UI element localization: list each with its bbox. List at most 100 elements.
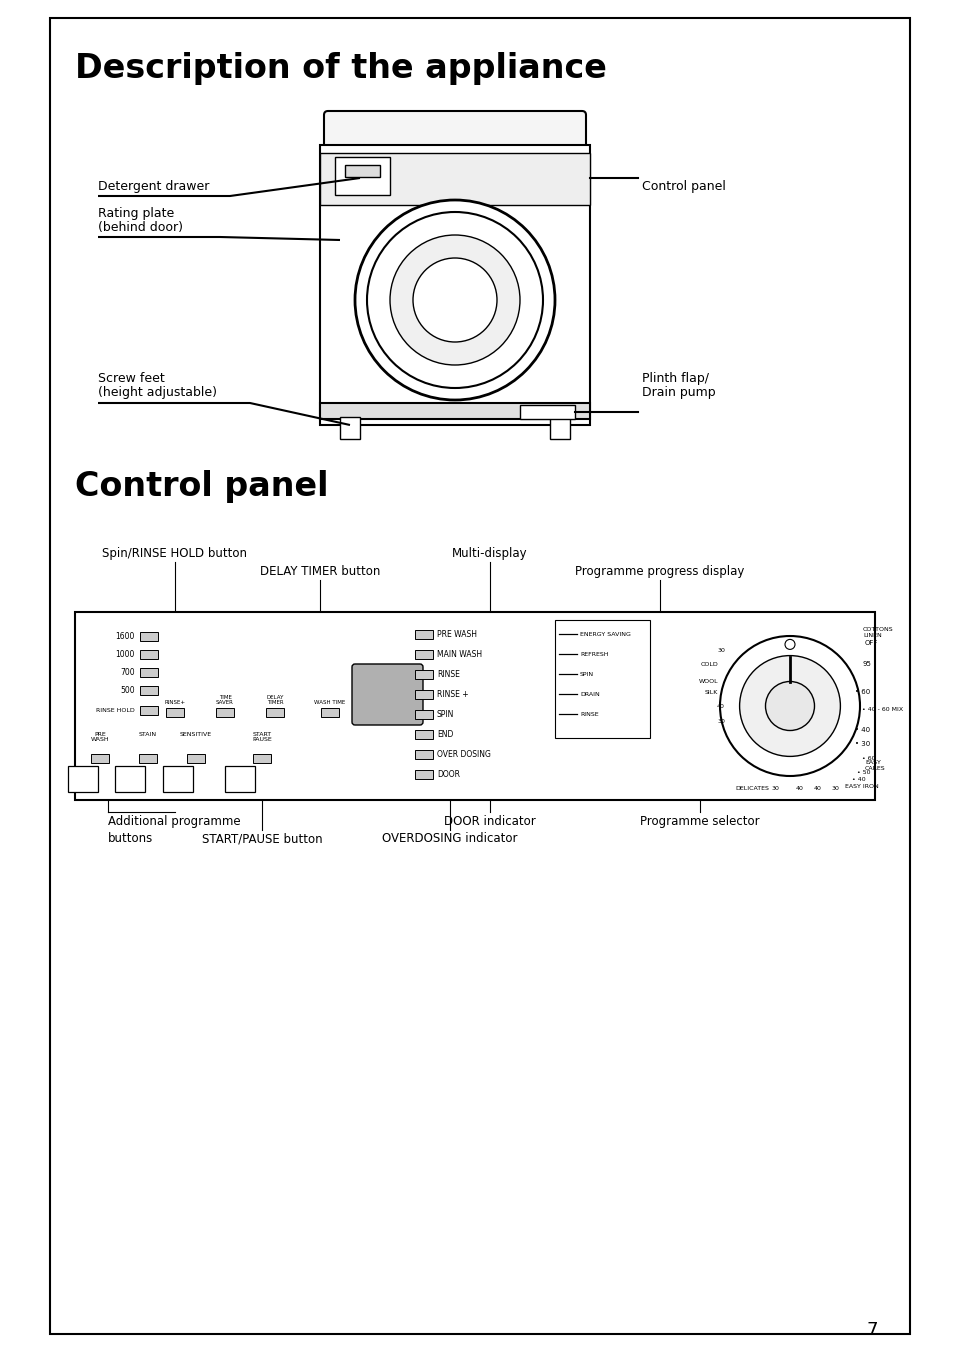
Circle shape	[764, 681, 814, 730]
Bar	[215, 708, 233, 717]
Bar	[335, 157, 390, 195]
Bar	[187, 754, 205, 763]
Bar	[415, 671, 433, 679]
Text: Multi-display: Multi-display	[452, 548, 527, 560]
Bar	[140, 668, 158, 677]
Text: SPIN: SPIN	[436, 710, 454, 719]
Bar	[140, 685, 158, 695]
Bar	[415, 650, 433, 658]
Text: buttons: buttons	[108, 831, 153, 845]
Text: START/PAUSE button: START/PAUSE button	[201, 831, 322, 845]
Text: SPIN: SPIN	[579, 672, 594, 676]
Text: END: END	[436, 730, 453, 740]
Text: Plinth flap/: Plinth flap/	[641, 372, 708, 385]
Text: 40: 40	[813, 786, 821, 791]
Text: • 30: • 30	[854, 741, 869, 748]
Text: COTTONS
LINEN: COTTONS LINEN	[862, 627, 893, 638]
Text: Additional programme: Additional programme	[108, 815, 240, 827]
Text: PRE
WASH: PRE WASH	[91, 731, 110, 742]
Text: START
PAUSE: START PAUSE	[252, 731, 272, 742]
Text: OVERDOSING indicator: OVERDOSING indicator	[382, 831, 517, 845]
Bar	[91, 754, 109, 763]
Text: RINSE +: RINSE +	[436, 690, 468, 699]
Text: SENSITIVE: SENSITIVE	[180, 731, 212, 737]
Text: DRAIN: DRAIN	[579, 691, 599, 696]
Text: OVER DOSING: OVER DOSING	[436, 750, 491, 758]
Bar	[415, 730, 433, 740]
Bar	[415, 710, 433, 719]
Bar	[320, 708, 338, 717]
Text: DELAY
TIMER: DELAY TIMER	[266, 695, 283, 704]
Circle shape	[390, 235, 519, 365]
Text: Programme selector: Programme selector	[639, 815, 759, 827]
Text: STAIN: STAIN	[139, 731, 157, 737]
Text: 30: 30	[717, 719, 724, 723]
Text: 500: 500	[120, 685, 135, 695]
Text: OFF: OFF	[864, 639, 878, 646]
Text: Description of the appliance: Description of the appliance	[75, 51, 606, 85]
Bar	[68, 767, 98, 792]
Text: Programme progress display: Programme progress display	[575, 565, 744, 579]
Text: RINSE: RINSE	[579, 711, 598, 717]
Text: RINSE: RINSE	[436, 671, 459, 679]
Bar	[415, 690, 433, 699]
Text: Detergent drawer: Detergent drawer	[98, 180, 209, 193]
Bar	[115, 767, 145, 792]
Text: • 40: • 40	[851, 777, 864, 781]
Text: RINSE+: RINSE+	[164, 700, 186, 704]
Text: • 60: • 60	[862, 756, 875, 761]
Text: SILK: SILK	[704, 690, 718, 695]
Text: DOOR: DOOR	[436, 771, 459, 779]
Text: 700: 700	[120, 668, 135, 677]
Bar	[345, 165, 379, 177]
Text: TIME
SAVER: TIME SAVER	[215, 695, 233, 704]
Text: Spin/RINSE HOLD button: Spin/RINSE HOLD button	[102, 548, 247, 560]
Bar	[519, 406, 575, 419]
Bar	[140, 631, 158, 641]
Bar	[319, 153, 589, 206]
Text: (behind door): (behind door)	[98, 220, 183, 234]
Text: MAIN WASH: MAIN WASH	[436, 650, 481, 658]
Bar	[555, 621, 649, 738]
Circle shape	[784, 639, 794, 649]
Bar	[550, 416, 569, 439]
Text: 40: 40	[717, 703, 724, 708]
Text: WOOL: WOOL	[698, 679, 718, 684]
Bar	[415, 630, 433, 639]
Text: 95: 95	[862, 661, 871, 667]
Bar	[319, 403, 589, 419]
Text: 40: 40	[795, 786, 803, 791]
Bar	[140, 706, 158, 715]
Bar	[319, 145, 589, 425]
Text: Rating plate: Rating plate	[98, 207, 174, 220]
Text: Drain pump: Drain pump	[641, 387, 715, 399]
Text: • 40 - 60 MIX: • 40 - 60 MIX	[862, 707, 902, 713]
Circle shape	[720, 635, 859, 776]
Text: 30: 30	[717, 648, 724, 653]
Text: RINSE HOLD: RINSE HOLD	[96, 708, 135, 713]
FancyBboxPatch shape	[324, 111, 585, 157]
Text: Screw feet: Screw feet	[98, 372, 165, 385]
Text: DOOR indicator: DOOR indicator	[444, 815, 536, 827]
Bar	[415, 750, 433, 758]
Bar	[163, 767, 193, 792]
Bar	[339, 416, 359, 439]
Text: DELICATES: DELICATES	[734, 786, 768, 791]
Text: DELAY TIMER button: DELAY TIMER button	[259, 565, 380, 579]
Text: 7: 7	[865, 1321, 877, 1338]
Text: • 60: • 60	[854, 690, 869, 695]
Text: Control panel: Control panel	[641, 180, 725, 193]
Text: 30: 30	[770, 786, 778, 791]
Text: WASH TIME: WASH TIME	[314, 700, 345, 704]
Text: EASY
CARES: EASY CARES	[864, 760, 884, 771]
Bar	[140, 650, 158, 658]
Bar	[75, 612, 874, 800]
Bar	[415, 771, 433, 779]
Circle shape	[367, 212, 542, 388]
Text: 30: 30	[830, 786, 838, 791]
Bar	[139, 754, 157, 763]
Text: (height adjustable): (height adjustable)	[98, 387, 216, 399]
Bar	[225, 767, 254, 792]
Text: 1000: 1000	[115, 650, 135, 658]
Bar	[253, 754, 271, 763]
